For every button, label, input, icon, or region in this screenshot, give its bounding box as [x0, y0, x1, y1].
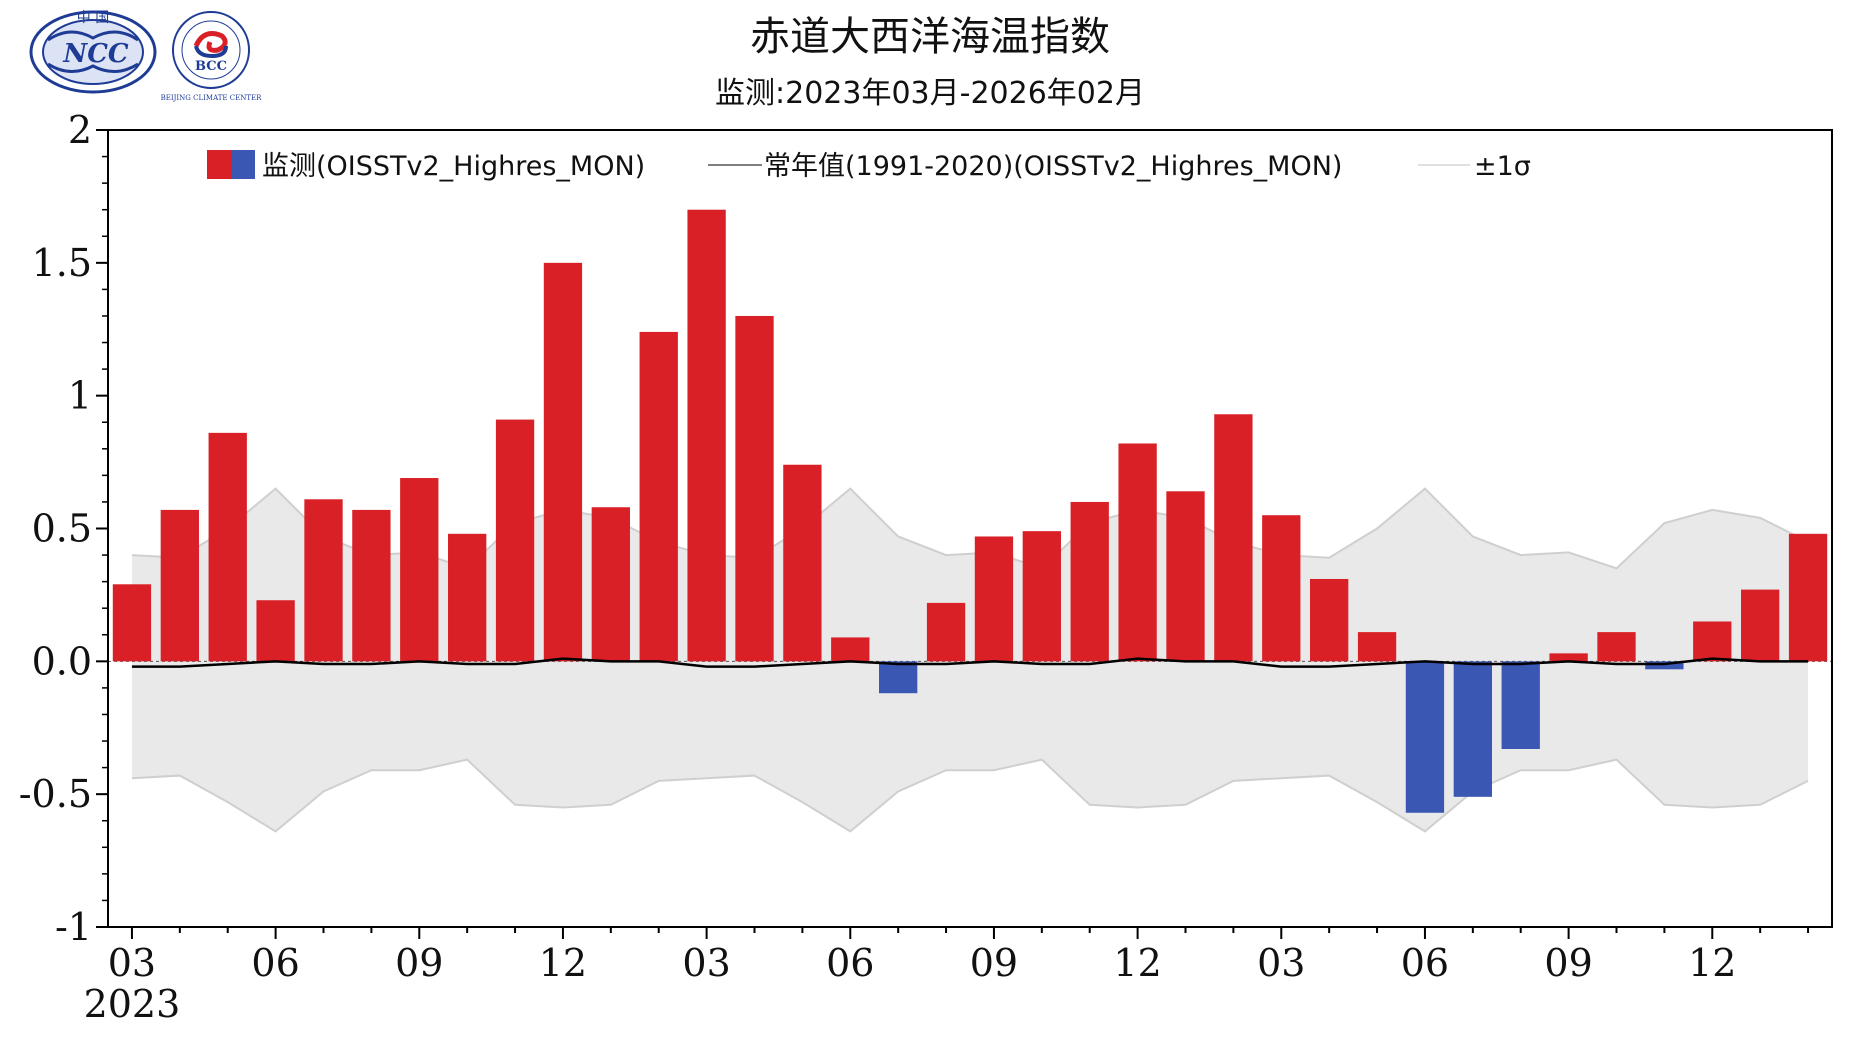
legend: 监测(OISSTv2_Highres_MON) 常年值(1991-2020)(O… [207, 150, 1531, 182]
ncc-logo: 中 国 NCC [29, 10, 157, 94]
bar [1788, 533, 1828, 662]
bar [1310, 578, 1349, 662]
bar [304, 499, 343, 662]
bar [1693, 621, 1732, 662]
bar [208, 432, 247, 662]
legend-label-climatology: 常年值(1991-2020)(OISSTv2_Highres_MON) [764, 151, 1342, 182]
bar [1549, 653, 1588, 662]
y-tick-label: 0.0 [32, 639, 92, 683]
ncc-logo-text: NCC [62, 39, 128, 69]
x-tick-label: 03 [682, 941, 730, 985]
x-tick-label: 03 [1257, 941, 1305, 985]
x-tick-label: 12 [539, 941, 587, 985]
bar [1597, 632, 1636, 662]
x-tick-label: 03 [108, 941, 156, 985]
bcc-logo: BCC BEIJING CLIMATE CENTER [161, 11, 263, 102]
x-tick-label: 06 [826, 941, 874, 985]
bar [352, 509, 391, 662]
sigma-band-lower [131, 758, 1809, 833]
bar [783, 464, 822, 662]
y-tick-label: 1.5 [32, 241, 92, 285]
bar [879, 661, 918, 694]
bar [448, 533, 487, 662]
chart-title: 赤道大西洋海温指数 [750, 14, 1110, 60]
legend-label-monitoring: 监测(OISSTv2_Highres_MON) [262, 151, 645, 182]
bar [687, 209, 726, 662]
legend-label-sigma: ±1σ [1474, 151, 1531, 182]
bcc-logo-ring-text: BEIJING CLIMATE CENTER [161, 94, 263, 102]
bar [926, 602, 966, 662]
bar [112, 584, 152, 662]
bar [1118, 443, 1157, 662]
y-tick-label: -1 [55, 905, 92, 949]
bar [639, 331, 678, 662]
chart-subtitle: 监测:2023年03月-2026年02月 [715, 76, 1145, 111]
y-tick-label: 1 [68, 374, 92, 418]
y-tick-label: 2 [68, 108, 92, 152]
bar [591, 507, 630, 662]
x-tick-label: 12 [1113, 941, 1161, 985]
bar [1453, 661, 1492, 797]
bar [1741, 589, 1780, 662]
x-tick-label: 06 [1401, 941, 1449, 985]
bar [735, 315, 774, 662]
x-tick-label: 06 [251, 941, 299, 985]
ncc-logo-top-text: 中 国 [77, 10, 109, 26]
bar [1357, 632, 1397, 662]
bar [1501, 661, 1540, 750]
bar [1645, 661, 1684, 670]
bar [495, 419, 535, 662]
x-tick-label: 09 [1544, 941, 1592, 985]
bar [1214, 414, 1253, 662]
climatology-line-layer [131, 657, 1809, 668]
legend-swatch-positive [207, 150, 231, 179]
bar [1022, 531, 1061, 662]
bar [974, 536, 1014, 662]
x-tick-label: 12 [1688, 941, 1736, 985]
bar [400, 478, 439, 662]
bar [831, 637, 870, 662]
x-tick-label: 09 [395, 941, 443, 985]
y-tick-label: 0.5 [32, 507, 92, 551]
bcc-logo-text: BCC [195, 59, 227, 74]
climatology-line [131, 657, 1809, 668]
bar [1405, 661, 1445, 813]
y-tick-label: -0.5 [19, 772, 92, 816]
bar [1262, 515, 1301, 662]
bar [543, 262, 583, 662]
bar [256, 600, 295, 662]
legend-swatch-negative [231, 150, 255, 179]
bar [1070, 501, 1109, 662]
x-year-label: 2023 [84, 982, 181, 1026]
axis-layer: 2 1.5 1 0.5 0.0 -0.5 -1 03 06 09 12 03 06 09 12 03 06 09 1… [19, 108, 1833, 1026]
bar [160, 509, 199, 662]
bar [1166, 491, 1205, 662]
x-tick-label: 09 [970, 941, 1018, 985]
bar-layer [112, 209, 1828, 813]
